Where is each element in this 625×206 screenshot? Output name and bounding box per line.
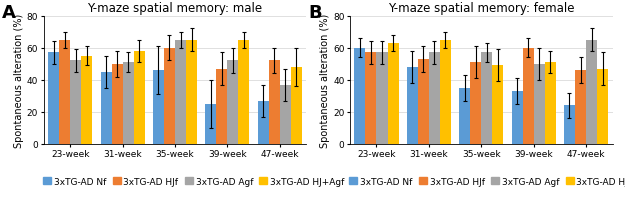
Bar [366,53,376,144]
Bar [388,44,399,144]
Bar [544,63,556,144]
Bar [164,48,175,144]
Bar [153,71,164,144]
Bar [354,48,366,144]
Bar [112,64,123,144]
Title: Y-maze spatial memory: male: Y-maze spatial memory: male [88,2,262,15]
Bar [186,40,197,144]
Bar [512,91,522,144]
Bar [418,60,429,144]
Bar [175,40,186,144]
Bar [134,52,144,144]
Bar [492,66,503,144]
Title: Y-maze spatial memory: female: Y-maze spatial memory: female [388,2,574,15]
Bar [481,53,492,144]
Bar [459,88,470,144]
Bar [534,64,544,144]
Bar [238,40,249,144]
Bar [440,40,451,144]
Bar [258,101,269,144]
Bar [429,53,440,144]
Bar [59,40,70,144]
Text: A: A [2,4,16,22]
Bar [206,104,216,144]
Bar [216,69,227,144]
Bar [81,56,92,144]
Legend: 3xTG-AD Nf, 3xTG-AD HJf, 3xTG-AD Agf, 3xTG-AD HJ+Agf: 3xTG-AD Nf, 3xTG-AD HJf, 3xTG-AD Agf, 3x… [349,177,625,186]
Bar [101,72,112,144]
Bar [575,71,586,144]
Y-axis label: Spontaneous alteration (%): Spontaneous alteration (%) [320,14,330,147]
Bar [70,61,81,144]
Bar [522,48,534,144]
Bar [269,61,280,144]
Bar [122,63,134,144]
Text: B: B [308,4,322,22]
Bar [586,40,597,144]
Y-axis label: Spontaneous alteration (%): Spontaneous alteration (%) [14,14,24,147]
Legend: 3xTG-AD Nf, 3xTG-AD HJf, 3xTG-AD Agf, 3xTG-AD HJ+Agf: 3xTG-AD Nf, 3xTG-AD HJf, 3xTG-AD Agf, 3x… [43,177,344,186]
Bar [407,68,418,144]
Bar [228,61,238,144]
Bar [564,106,575,144]
Bar [291,68,302,144]
Bar [280,85,291,144]
Bar [48,53,59,144]
Bar [597,69,608,144]
Bar [376,53,388,144]
Bar [470,63,481,144]
